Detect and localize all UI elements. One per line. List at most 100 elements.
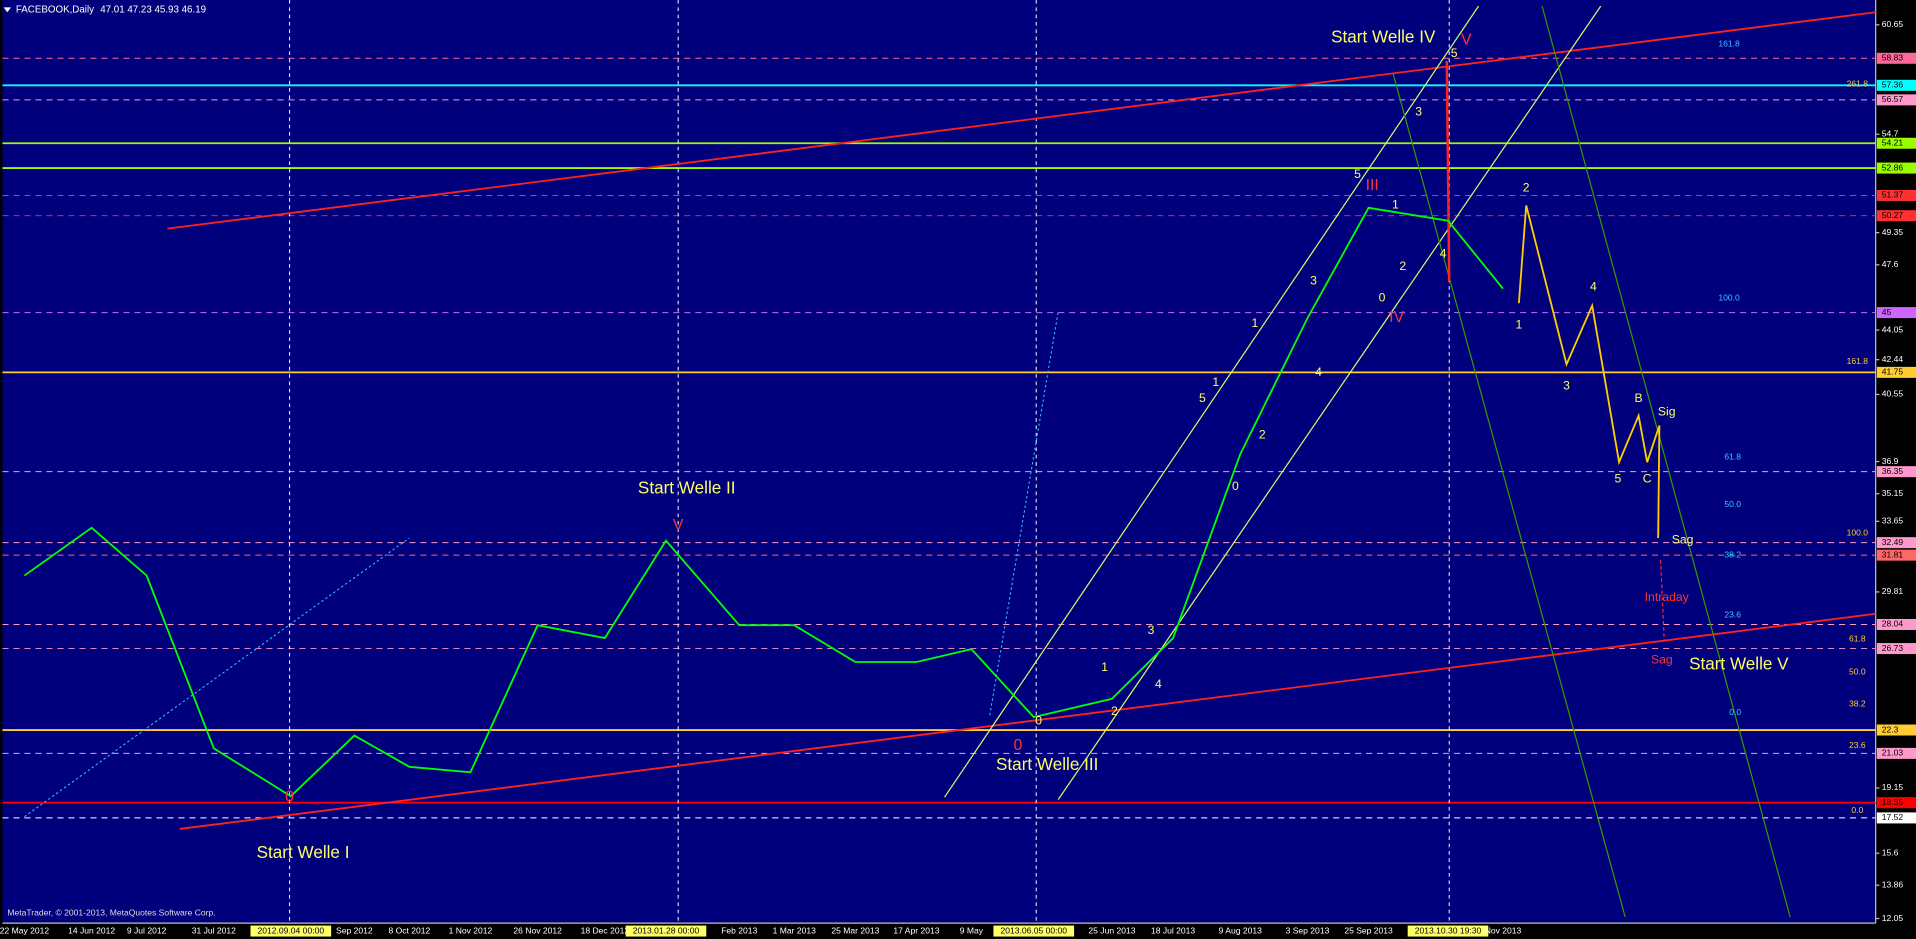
wave-label: 2	[1399, 259, 1406, 273]
wave-label: 3	[1310, 273, 1317, 287]
level-label-box	[1876, 797, 1916, 809]
wave-label: B	[1635, 391, 1643, 405]
level-label-box	[1876, 307, 1916, 319]
y-tick-label: 19.15	[1882, 782, 1904, 792]
wave-label: 5	[1199, 391, 1206, 405]
level-label-box	[1876, 549, 1916, 561]
channel-line	[1541, 5, 1791, 918]
x-tick-label: 22 May 2012	[0, 925, 49, 935]
level-label-box	[1876, 162, 1916, 174]
level-label: 56.57	[1882, 94, 1904, 104]
fib-label: 61.8	[1849, 634, 1866, 644]
wave-label: V	[673, 517, 684, 534]
date-highlight	[993, 925, 1075, 937]
x-tick-label: Sep 2012	[336, 925, 373, 935]
wave-label: 3	[1415, 105, 1422, 119]
level-label-box	[1876, 79, 1916, 91]
copyright: MetaTrader, © 2001-2013, MetaQuotes Soft…	[7, 908, 215, 918]
level-label: 41.75	[1882, 367, 1904, 377]
annotation: Intraday	[1645, 590, 1690, 604]
y-tick-label: 60.65	[1882, 19, 1904, 29]
trend-line	[179, 612, 1876, 830]
spike-line	[1445, 61, 1451, 282]
y-tick-label: 29.81	[1882, 586, 1904, 596]
menu-triangle[interactable]	[3, 7, 11, 13]
level-label: 28.04	[1882, 619, 1904, 629]
level-label: 17.52	[1882, 812, 1904, 822]
y-tick-label: 36.9	[1882, 456, 1899, 466]
x-tick-label: 2012.09.04 00:00	[258, 925, 325, 935]
level-label-box	[1876, 724, 1916, 736]
y-tick-label: 47.6	[1882, 259, 1899, 269]
level-label: 18.35	[1882, 797, 1904, 807]
wave-label: 1	[1252, 316, 1259, 330]
level-label: 51.37	[1882, 190, 1904, 200]
wave-label: 3	[1563, 379, 1570, 393]
level-label: 31.81	[1882, 549, 1904, 559]
level-label-box	[1876, 189, 1916, 201]
x-tick-label: 9 May	[960, 925, 984, 935]
wave-label: 1	[1101, 660, 1108, 674]
y-tick-label: 44.05	[1882, 324, 1904, 334]
date-highlight	[625, 925, 707, 937]
wave-label: 1	[1515, 317, 1522, 331]
fib-label: 38.2	[1724, 549, 1741, 559]
wave-label: 5	[1451, 46, 1458, 60]
wave-label: 4	[1155, 677, 1162, 691]
y-tick-label: 33.65	[1882, 516, 1904, 526]
fib-label: 100.0	[1847, 527, 1869, 537]
wave-label: 2	[1259, 427, 1266, 441]
channel-line	[1392, 73, 1626, 918]
level-label: 57.36	[1882, 80, 1904, 90]
fib-label: 161.8	[1718, 38, 1740, 48]
x-tick-label: 18 Dec 2012	[581, 925, 630, 935]
y-tick-label: 40.55	[1882, 389, 1904, 399]
wave-label: 0	[285, 788, 294, 805]
label-layer: 60.65 54.7 49.35 47.6 44.05 42.44 40.55 36.9 35.…	[0, 19, 1916, 937]
annotation: Start Welle III	[996, 755, 1098, 774]
x-tick-label: 9 Jul 2012	[127, 925, 167, 935]
wave-label: IV	[1389, 309, 1404, 326]
wave-label: 2	[1523, 181, 1530, 195]
wave-label: 3	[1148, 623, 1155, 637]
projection-path	[1517, 205, 1661, 538]
x-tick-label: 2013.06.05 00:00	[1000, 925, 1067, 935]
level-label: 36.35	[1882, 466, 1904, 476]
level-label-box	[1876, 52, 1916, 64]
date-highlight	[250, 925, 332, 937]
x-tick-label: 8 Oct 2012	[388, 925, 430, 935]
ohlc-header: 47.01 47.23 45.93 46.19	[100, 4, 206, 15]
annotation: Start Welle I	[257, 843, 350, 862]
annotation: Sag	[1672, 533, 1694, 547]
level-label: 32.49	[1882, 537, 1904, 547]
level-label: 52.86	[1882, 162, 1904, 172]
fib-label: 50.0	[1724, 499, 1741, 509]
fib-label: 23.6	[1849, 740, 1866, 750]
y-tick-label: 49.35	[1882, 227, 1904, 237]
fib-label: 261.8	[1847, 79, 1869, 89]
level-label-box	[1876, 137, 1916, 149]
drawings	[24, 0, 1876, 924]
annotation: Start Welle II	[638, 479, 736, 498]
x-tick-label: Feb 2013	[721, 925, 757, 935]
price-line	[23, 206, 1504, 798]
x-tick-label: 2013.01.28 00:00	[633, 925, 700, 935]
level-label: 22.3	[1882, 724, 1899, 734]
x-tick-label: Nov 2013	[1485, 925, 1522, 935]
wave-label: 0	[1379, 291, 1386, 305]
x-tick-label: 17 Apr 2013	[893, 925, 939, 935]
fib-label: 61.8	[1724, 452, 1741, 462]
level-label: 54.21	[1882, 138, 1904, 148]
x-tick-label: 31 Jul 2012	[192, 925, 236, 935]
x-tick-label: 3 Sep 2013	[1286, 925, 1330, 935]
y-tick-label: 42.44	[1882, 354, 1904, 364]
level-label-box	[1876, 537, 1916, 549]
y-tick-label: 13.86	[1882, 879, 1904, 889]
fib-label: 50.0	[1849, 667, 1866, 677]
level-label: 50.27	[1882, 210, 1904, 220]
level-label: 26.73	[1882, 643, 1904, 653]
x-tick-label: 14 Jun 2012	[68, 925, 115, 935]
y-tick-label: 12.05	[1882, 913, 1904, 923]
dotted-line	[24, 537, 410, 818]
y-tick-label: 15.6	[1882, 847, 1899, 857]
